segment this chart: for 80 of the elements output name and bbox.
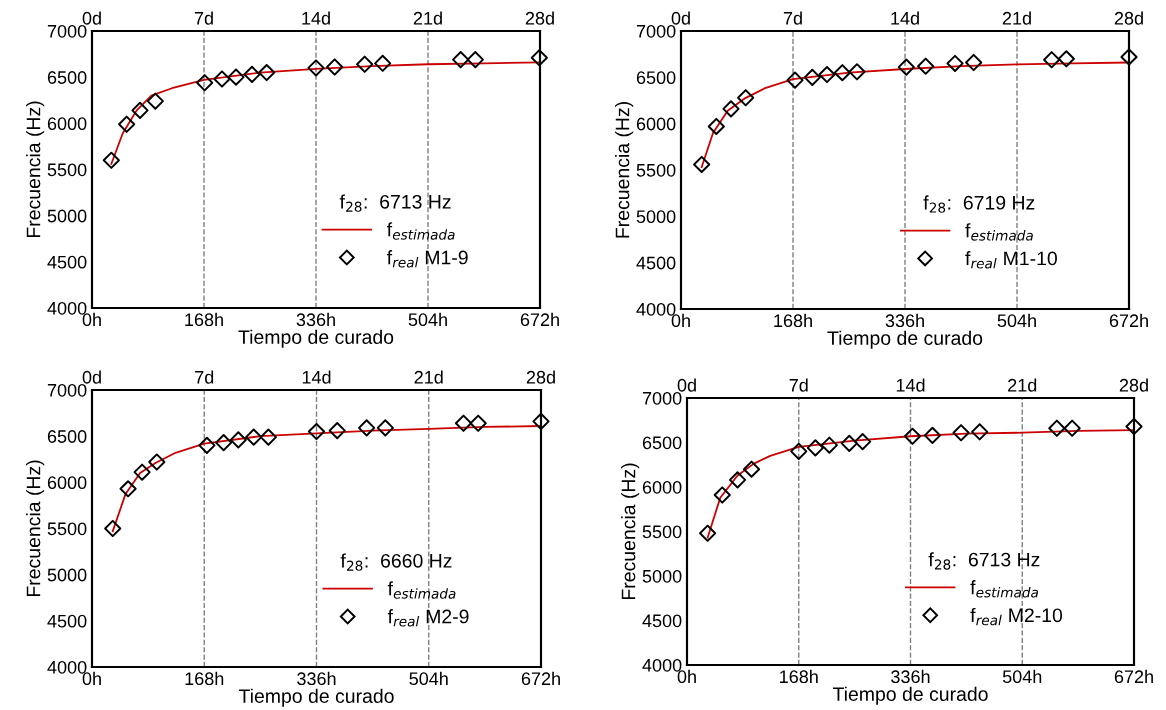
x2-tick-label: 7d (195, 370, 214, 384)
y-tick-label: 6000 (636, 117, 676, 131)
y-tick-label: 7000 (47, 383, 87, 397)
legend-label: f$_{estimada}$ (387, 581, 456, 599)
y-tick-label: 4500 (47, 255, 87, 269)
x-tick-label: 504h (409, 671, 448, 686)
legend-title: f$_{28}$: 6660 Hz (340, 553, 452, 571)
legend-label: f$_{real}$ M2-10 (970, 607, 1063, 626)
x-tick-label: 168h (185, 312, 223, 327)
x-tick-label: 336h (891, 669, 930, 684)
x-tick-label: 672h (521, 671, 560, 686)
y-tick-label: 6000 (47, 117, 87, 131)
legend-label: f$_{estimada}$ (970, 580, 1038, 598)
x-axis-title: Tiempo de curado (238, 329, 394, 348)
y-tick-label: 5500 (642, 525, 682, 539)
y-tick-label: 5500 (636, 163, 676, 177)
x2-tick-label: 14d (891, 11, 919, 25)
x-tick-label: 672h (520, 312, 559, 327)
y-tick-label: 6000 (642, 480, 682, 494)
y-tick-label: 4500 (636, 256, 676, 270)
x2-tick-label: 0d (677, 378, 696, 392)
y-tick-label: 6500 (636, 71, 676, 85)
x2-tick-label: 21d (413, 11, 442, 25)
x2-tick-label: 14d (302, 11, 330, 25)
x2-tick-label: 21d (1008, 378, 1037, 392)
x-tick-label: 168h (774, 313, 812, 328)
x-tick-label: 168h (780, 669, 818, 684)
legend-label: f$_{real}$ M2-9 (387, 609, 469, 627)
x2-tick-label: 7d (789, 378, 808, 392)
x-tick-label: 336h (885, 313, 924, 328)
legend-label: f$_{real}$ M1-10 (965, 251, 1057, 269)
x-tick-label: 168h (185, 671, 224, 686)
x-tick-label: 672h (1114, 669, 1153, 684)
y-tick-label: 6500 (47, 430, 87, 443)
y-tick-label: 7000 (636, 24, 676, 38)
x2-tick-label: 14d (896, 378, 925, 392)
x-tick-label: 504h (408, 312, 447, 327)
x-tick-label: 336h (296, 312, 335, 327)
x-tick-label: 336h (297, 671, 336, 686)
x2-tick-label: 28d (526, 370, 555, 384)
x-tick-label: 504h (997, 313, 1036, 328)
x2-tick-label: 0d (82, 370, 101, 384)
y-tick-label: 6500 (47, 71, 87, 84)
x-axis-title: Tiempo de curado (238, 688, 394, 707)
x2-tick-label: 28d (1114, 11, 1143, 25)
legend-title: f$_{28}$: 6713 Hz (339, 194, 451, 212)
legend-label: f$_{real}$ M1-9 (386, 250, 468, 268)
legend-title: f$_{28}$: 6713 Hz (928, 552, 1040, 570)
legend-label: f$_{estimada}$ (965, 223, 1033, 241)
y-tick-label: 5000 (47, 209, 87, 223)
x-axis-title: Tiempo de curado (827, 330, 983, 349)
x2-tick-label: 0d (671, 11, 690, 25)
x-axis-title: Tiempo de curado (832, 686, 988, 705)
x2-tick-label: 28d (525, 11, 554, 25)
x2-tick-label: 7d (783, 11, 802, 25)
x-tick-label: 672h (1109, 313, 1148, 328)
y-tick-label: 4500 (642, 614, 682, 628)
y-tick-label: 5000 (47, 568, 87, 582)
y-tick-label: 5000 (636, 210, 676, 224)
y-axis-title: Frecuencia (Hz) (615, 102, 634, 238)
y-tick-label: 7000 (642, 391, 682, 405)
x-tick-label: 504h (1002, 669, 1042, 684)
y-tick-label: 6000 (47, 476, 87, 490)
x2-tick-label: 21d (414, 370, 443, 384)
y-tick-label: 5000 (642, 569, 682, 583)
x2-tick-label: 7d (194, 11, 213, 25)
y-tick-label: 5500 (47, 522, 87, 536)
y-tick-label: 4500 (47, 614, 87, 628)
x2-tick-label: 14d (302, 370, 331, 384)
y-axis-title: Frecuencia (Hz) (26, 101, 45, 238)
x2-tick-label: 28d (1119, 378, 1148, 392)
y-axis-title: Frecuencia (Hz) (621, 463, 640, 600)
y-axis-title: Frecuencia (Hz) (26, 460, 45, 597)
legend-title: f$_{28}$: 6719 Hz (923, 195, 1035, 213)
y-tick-label: 6500 (642, 436, 682, 450)
x2-tick-label: 21d (1002, 11, 1031, 25)
y-tick-label: 5500 (47, 163, 87, 177)
x2-tick-label: 0d (82, 11, 101, 25)
legend-label: f$_{estimada}$ (386, 222, 455, 240)
y-tick-label: 7000 (47, 24, 87, 38)
